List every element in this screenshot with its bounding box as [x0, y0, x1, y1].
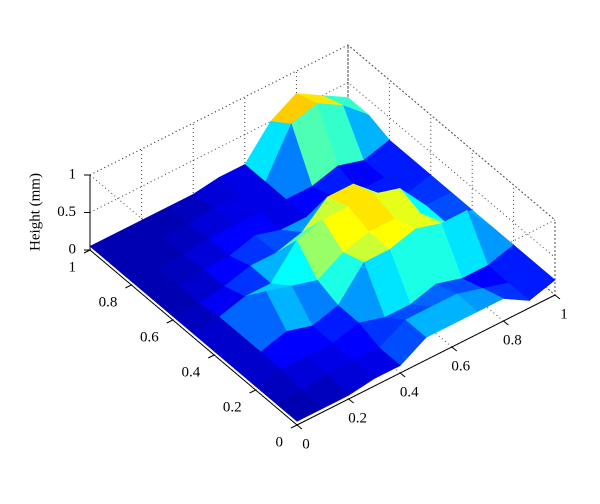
x-tick-label: 0.6: [451, 358, 470, 374]
y-tick: [249, 389, 256, 394]
z-tick-label: 0: [69, 241, 77, 257]
grid-line: [89, 81, 556, 258]
x-tick-label: 0.4: [400, 384, 419, 400]
x-tick-label: 0.2: [348, 410, 367, 426]
x-tick: [296, 424, 303, 430]
y-tick: [207, 354, 215, 359]
y-tick-label: 0.2: [223, 399, 242, 415]
y-tick-label: 0.6: [140, 329, 159, 345]
surface-cell: [275, 390, 324, 422]
z-tick-label: 1: [69, 166, 77, 182]
axes: 0 0.2 0.4 0.6 0.8 1 0 0.2 0.4 0.6 0.8 1 0 0.5 1: [57, 166, 568, 452]
x-tick: [503, 320, 509, 326]
z-tick-label: 0.5: [57, 204, 76, 220]
y-tick: [166, 319, 174, 324]
x-tick: [399, 372, 406, 378]
y-tick-label: 0.8: [99, 294, 118, 310]
surface: [89, 93, 556, 422]
x-tick: [554, 294, 561, 300]
y-tick: [125, 284, 132, 289]
y-tick: [290, 424, 298, 429]
x-tick-label: 0.8: [503, 332, 522, 348]
y-tick-label: 0.4: [181, 364, 200, 380]
y-tick-label: 0: [276, 434, 284, 450]
x-tick-label: 0: [302, 436, 310, 452]
x-tick-label: 1: [560, 306, 568, 322]
x-tick: [451, 346, 458, 352]
x-axis: [296, 294, 556, 426]
z-axis-label: Height (mm): [27, 173, 43, 251]
grid-line: [89, 44, 556, 221]
x-tick: [348, 398, 354, 404]
y-axis: [89, 249, 298, 426]
y-tick-label: 1: [69, 259, 77, 275]
